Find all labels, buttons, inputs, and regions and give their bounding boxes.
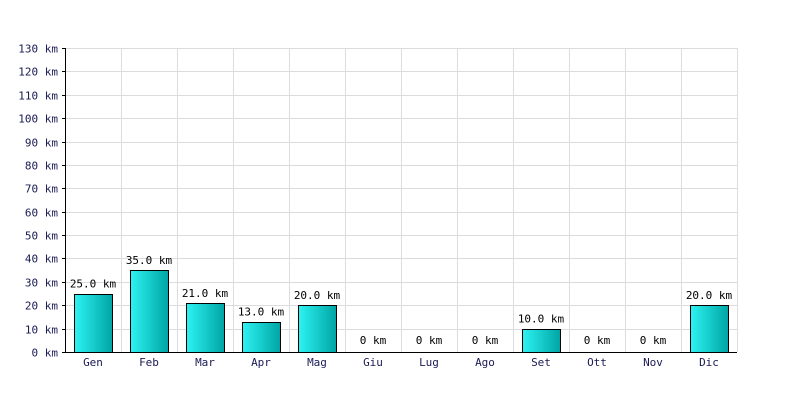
value-label: 13.0 km — [238, 306, 285, 319]
x-tick-label: Lug — [419, 356, 439, 369]
y-tick-label: 100 km — [18, 113, 58, 126]
y-tick-label: 0 km — [32, 347, 59, 360]
bar-gen — [74, 294, 113, 353]
bars — [74, 270, 729, 353]
x-tick-label: Dic — [699, 356, 719, 369]
y-tick-label: 40 km — [25, 253, 58, 266]
bar-feb — [130, 270, 169, 353]
grid-lines — [65, 48, 738, 352]
x-tick-label: Ott — [587, 356, 607, 369]
value-label: 0 km — [584, 334, 611, 347]
y-tick-label: 10 km — [25, 324, 58, 337]
bar-mag — [298, 305, 337, 353]
y-tick-label: 30 km — [25, 277, 58, 290]
axes — [62, 48, 737, 353]
value-label: 0 km — [472, 334, 499, 347]
y-tick-label: 80 km — [25, 160, 58, 173]
y-tick-label: 50 km — [25, 230, 58, 243]
y-tick-label: 90 km — [25, 137, 58, 150]
value-label: 10.0 km — [518, 313, 565, 326]
y-tick-label: 70 km — [25, 183, 58, 196]
bar-mar — [186, 303, 225, 353]
x-tick-label: Mar — [195, 356, 215, 369]
x-tick-label: Set — [531, 356, 551, 369]
x-tick-label: Ago — [475, 356, 495, 369]
y-tick-label: 110 km — [18, 90, 58, 103]
y-tick-labels: 0 km 10 km 20 km 30 km 40 km 50 km 60 km 70 km 8… — [18, 43, 58, 360]
bar-set — [522, 329, 561, 353]
bar-apr — [242, 322, 281, 353]
y-tick-label: 20 km — [25, 300, 58, 313]
value-label: 0 km — [640, 334, 667, 347]
x-tick-labels: Gen Feb Mar Apr Mag Giu Lug Ago Set Ott Nov Dic — [83, 356, 719, 369]
x-tick-label: Feb — [139, 356, 159, 369]
y-tick-label: 130 km — [18, 43, 58, 56]
y-tick-label: 120 km — [18, 66, 58, 79]
value-label: 35.0 km — [126, 254, 173, 267]
value-label: 20.0 km — [686, 289, 733, 302]
x-tick-label: Giu — [363, 356, 383, 369]
x-tick-label: Gen — [83, 356, 103, 369]
value-label: 25.0 km — [70, 278, 117, 291]
value-label: 0 km — [416, 334, 443, 347]
x-tick-label: Mag — [307, 356, 327, 369]
value-labels: 25.0 km 35.0 km 21.0 km 13.0 km 20.0 km 0 km 0… — [70, 254, 733, 347]
x-tick-label: Apr — [251, 356, 271, 369]
x-tick-label: Nov — [643, 356, 663, 369]
bar-dic — [690, 305, 729, 353]
value-label: 0 km — [360, 334, 387, 347]
y-tick-label: 60 km — [25, 207, 58, 220]
value-label: 20.0 km — [294, 289, 341, 302]
value-label: 21.0 km — [182, 287, 229, 300]
